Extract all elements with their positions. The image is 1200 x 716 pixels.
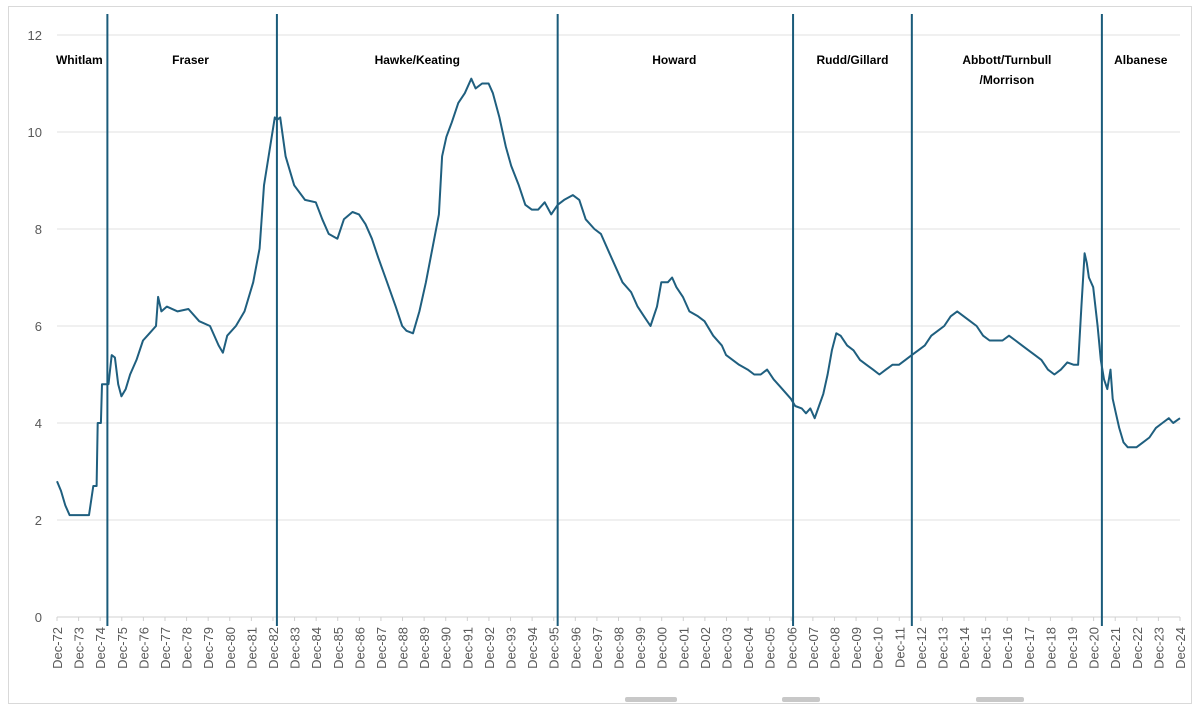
x-tick-label: Dec-15 xyxy=(979,627,994,669)
x-tick-label: Dec-21 xyxy=(1108,627,1123,669)
x-tick-label: Dec-10 xyxy=(871,627,886,669)
x-tick-label: Dec-77 xyxy=(158,627,173,669)
y-tick-label: 2 xyxy=(35,513,42,528)
x-tick-label: Dec-18 xyxy=(1043,627,1058,669)
x-tick-label: Dec-03 xyxy=(719,627,734,669)
x-tick-label: Dec-02 xyxy=(698,627,713,669)
x-tick-label: Dec-87 xyxy=(374,627,389,669)
x-tick-label: Dec-04 xyxy=(741,627,756,669)
x-tick-label: Dec-13 xyxy=(935,627,950,669)
scroll-marker xyxy=(976,697,1024,702)
y-tick-label: 6 xyxy=(35,319,42,334)
x-tick-label: Dec-09 xyxy=(849,627,864,669)
x-tick-label: Dec-22 xyxy=(1130,627,1145,669)
x-tick-label: Dec-84 xyxy=(309,627,324,669)
era-label: /Morrison xyxy=(980,73,1035,87)
era-label: Albanese xyxy=(1114,53,1168,67)
x-tick-label: Dec-86 xyxy=(352,627,367,669)
x-tick-label: Dec-23 xyxy=(1151,627,1166,669)
era-label: Rudd/Gillard xyxy=(816,53,888,67)
x-tick-label: Dec-24 xyxy=(1173,627,1188,669)
x-tick-label: Dec-97 xyxy=(590,627,605,669)
x-tick-label: Dec-98 xyxy=(612,627,627,669)
y-tick-label: 10 xyxy=(28,125,42,140)
x-tick-label: Dec-90 xyxy=(439,627,454,669)
x-tick-label: Dec-16 xyxy=(1000,627,1015,669)
y-tick-label: 0 xyxy=(35,610,42,625)
y-tick-label: 12 xyxy=(28,28,42,43)
x-tick-label: Dec-07 xyxy=(806,627,821,669)
era-label: Fraser xyxy=(172,53,209,67)
x-tick-label: Dec-79 xyxy=(201,627,216,669)
era-label: Whitlam xyxy=(56,53,103,67)
x-tick-label: Dec-94 xyxy=(525,627,540,669)
x-tick-label: Dec-74 xyxy=(93,627,108,669)
x-tick-label: Dec-05 xyxy=(763,627,778,669)
scroll-marker xyxy=(625,697,677,702)
x-tick-label: Dec-14 xyxy=(957,627,972,669)
x-tick-label: Dec-20 xyxy=(1087,627,1102,669)
x-tick-label: Dec-75 xyxy=(115,627,130,669)
x-tick-label: Dec-99 xyxy=(633,627,648,669)
x-tick-label: Dec-81 xyxy=(244,627,259,669)
x-tick-label: Dec-11 xyxy=(892,627,907,668)
x-tick-label: Dec-08 xyxy=(827,627,842,669)
x-tick-label: Dec-89 xyxy=(417,627,432,669)
x-tick-label: Dec-88 xyxy=(396,627,411,669)
era-label: Howard xyxy=(652,53,696,67)
x-tick-label: Dec-83 xyxy=(288,627,303,669)
x-tick-label: Dec-93 xyxy=(504,627,519,669)
x-tick-label: Dec-00 xyxy=(655,627,670,669)
chart-frame xyxy=(8,6,1192,704)
x-tick-label: Dec-80 xyxy=(223,627,238,669)
x-tick-label: Dec-82 xyxy=(266,627,281,669)
scroll-marker xyxy=(782,697,820,702)
x-tick-label: Dec-76 xyxy=(136,627,151,669)
x-tick-label: Dec-06 xyxy=(784,627,799,669)
x-tick-label: Dec-95 xyxy=(547,627,562,669)
x-tick-label: Dec-91 xyxy=(460,627,475,669)
x-tick-label: Dec-17 xyxy=(1022,627,1037,669)
x-tick-label: Dec-96 xyxy=(568,627,583,669)
x-tick-label: Dec-72 xyxy=(50,627,65,669)
era-label: Abbott/Turnbull xyxy=(962,53,1051,67)
x-tick-label: Dec-92 xyxy=(482,627,497,669)
series-line xyxy=(56,77,1181,517)
x-tick-label: Dec-85 xyxy=(331,627,346,669)
era-label: Hawke/Keating xyxy=(375,53,460,67)
x-tick-label: Dec-12 xyxy=(914,627,929,669)
x-tick-label: Dec-73 xyxy=(72,627,87,669)
y-tick-label: 8 xyxy=(35,222,42,237)
x-tick-label: Dec-78 xyxy=(180,627,195,669)
x-tick-label: Dec-01 xyxy=(676,627,691,669)
y-tick-label: 4 xyxy=(35,416,42,431)
x-tick-label: Dec-19 xyxy=(1065,627,1080,669)
